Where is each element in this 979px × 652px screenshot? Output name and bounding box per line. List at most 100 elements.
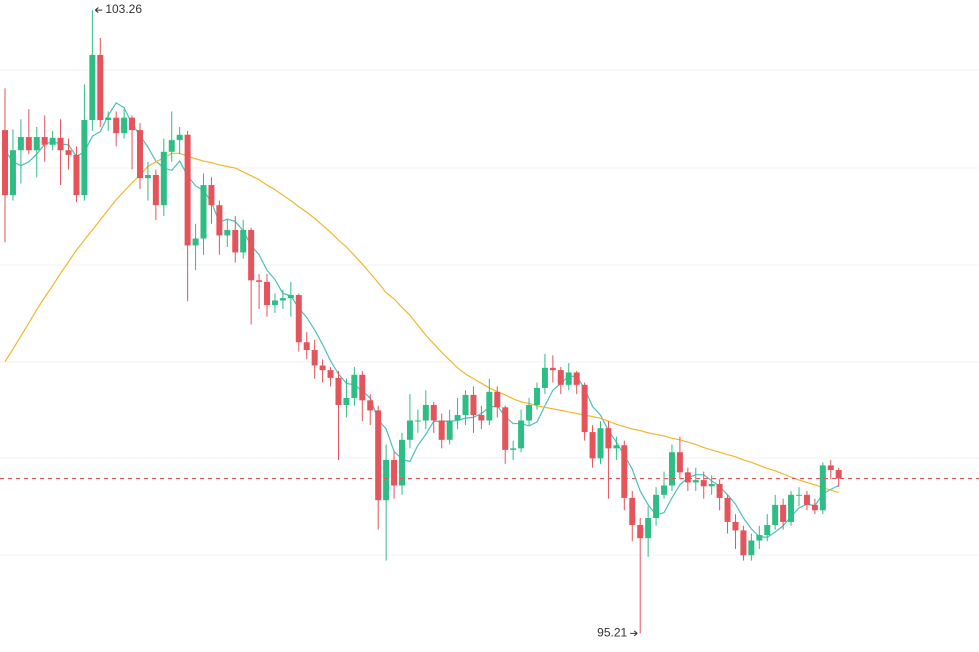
candle-body	[287, 295, 294, 299]
candle-body	[160, 151, 167, 206]
candle	[756, 525, 763, 550]
candle-body	[835, 470, 842, 479]
candle	[351, 367, 358, 406]
candle-body	[224, 229, 231, 236]
candle-body	[113, 117, 120, 134]
candle-body	[200, 185, 207, 239]
candle	[311, 339, 318, 379]
candle-body	[684, 472, 691, 483]
candle-body	[327, 370, 334, 378]
candle-body	[335, 377, 342, 405]
candle-body	[303, 342, 310, 351]
candle	[692, 467, 699, 491]
candle	[478, 405, 485, 429]
candle-body	[756, 535, 763, 541]
candle	[780, 498, 787, 530]
candle	[613, 436, 620, 460]
candle-body	[637, 525, 644, 539]
candle-body	[668, 452, 675, 486]
candle	[629, 490, 636, 542]
candle-body	[367, 400, 374, 411]
candle	[653, 487, 660, 526]
candle	[295, 293, 302, 352]
candle	[17, 119, 24, 184]
candle-body	[17, 137, 24, 151]
candle-body	[573, 372, 580, 385]
candle-body	[700, 480, 707, 487]
candle	[375, 405, 382, 530]
candle-body	[732, 521, 739, 531]
candle	[668, 444, 675, 491]
candle	[49, 130, 56, 151]
candle	[581, 382, 588, 441]
candle-body	[41, 137, 48, 145]
candle	[73, 146, 80, 203]
candle	[462, 390, 469, 426]
candle-body	[510, 448, 517, 450]
candle-body	[446, 420, 453, 440]
candle-body	[129, 117, 136, 131]
candle	[216, 200, 223, 255]
candle-body	[653, 494, 660, 519]
candle	[788, 490, 795, 526]
candle-body	[581, 384, 588, 433]
candle-body	[152, 175, 159, 206]
candle-body	[708, 483, 715, 487]
candle	[200, 173, 207, 255]
candle	[399, 432, 405, 495]
candle-body	[494, 391, 501, 408]
candle	[446, 409, 453, 445]
candle	[192, 223, 199, 271]
candle	[422, 390, 429, 429]
candle-body	[661, 485, 668, 495]
candle	[414, 409, 421, 433]
candle	[708, 475, 715, 495]
candle	[573, 370, 580, 395]
candle	[303, 332, 310, 360]
candle-body	[541, 367, 548, 388]
candle-body	[462, 394, 469, 416]
candle	[2, 88, 8, 243]
candle-body	[764, 525, 771, 536]
candle	[57, 119, 64, 186]
candle-body	[629, 497, 636, 526]
candle-body	[391, 459, 398, 486]
candle-body	[676, 452, 683, 473]
candle	[518, 409, 525, 453]
candle	[232, 216, 239, 263]
candle-body	[136, 130, 143, 179]
candle	[319, 359, 326, 383]
candle-body	[399, 439, 405, 486]
candle	[549, 355, 556, 383]
candle-body	[343, 398, 350, 405]
candle-body	[81, 120, 88, 196]
candle	[105, 111, 112, 131]
candle-body	[597, 428, 604, 459]
candle-body	[716, 483, 723, 498]
candle-body	[621, 445, 628, 498]
candle-body	[168, 140, 175, 152]
candle	[597, 421, 604, 464]
candle-body	[271, 300, 278, 306]
candle-body	[788, 494, 795, 522]
candle	[391, 452, 398, 499]
candle-body	[724, 497, 731, 522]
candle-body	[645, 518, 652, 539]
candle-body	[311, 350, 318, 366]
candle	[129, 115, 136, 170]
candle	[335, 370, 342, 460]
candle-body	[811, 504, 818, 511]
candle	[113, 111, 120, 147]
candle-body	[478, 415, 485, 421]
candle-body	[486, 391, 493, 421]
max-arrow	[95, 7, 103, 13]
candle	[81, 84, 88, 201]
candle	[454, 398, 461, 429]
candle	[287, 281, 294, 317]
candle-body	[605, 428, 612, 449]
candle	[716, 479, 723, 511]
candle	[121, 109, 128, 139]
candle-body	[232, 229, 239, 253]
candle-body	[740, 530, 747, 556]
